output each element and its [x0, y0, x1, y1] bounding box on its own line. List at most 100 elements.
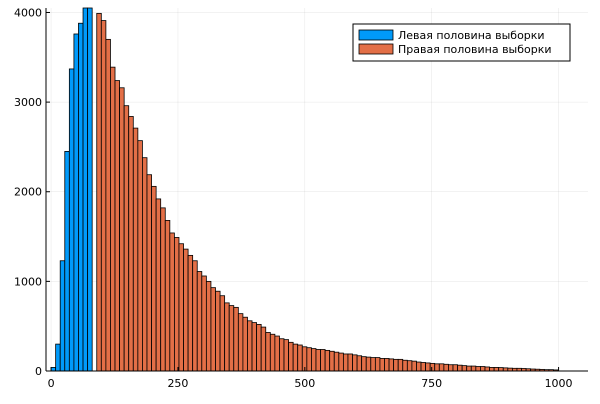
x-tick-label: 0 — [48, 377, 55, 390]
histogram-bar-series-2 — [215, 290, 221, 372]
histogram-bar-series-2 — [448, 364, 454, 372]
histogram-bar-series-2 — [452, 364, 458, 372]
histogram-bar-series-2 — [224, 302, 230, 372]
y-tick-label: 0 — [35, 365, 42, 378]
x-tick-label: 500 — [294, 377, 315, 390]
histogram-bar-series-2 — [484, 366, 490, 372]
histogram-bar-series-2 — [420, 362, 427, 372]
histogram-bar-series-2 — [480, 366, 486, 372]
histogram-bar-series-1 — [59, 260, 66, 372]
histogram-bar-series-2 — [320, 349, 326, 372]
histogram-bar-series-2 — [251, 322, 258, 372]
histogram-bar-series-2 — [388, 358, 395, 372]
y-tick-label: 4000 — [14, 6, 42, 19]
x-tick-label: 750 — [421, 377, 442, 390]
x-tick-label: 250 — [167, 377, 188, 390]
histogram-bar-series-1 — [78, 22, 84, 372]
histogram-bar-series-2 — [160, 207, 166, 372]
histogram-bar-series-2 — [329, 350, 335, 372]
histogram-bar-series-2 — [183, 248, 189, 372]
histogram-bar-series-2 — [311, 348, 317, 372]
histogram-bar-series-2 — [356, 355, 363, 372]
histogram-bar-series-2 — [374, 357, 381, 372]
histogram-bar-series-2 — [338, 352, 344, 372]
histogram-bar-series-2 — [315, 349, 321, 372]
histogram-bar-series-2 — [470, 365, 477, 372]
histogram-bar-series-2 — [274, 335, 280, 372]
histogram-bar-series-2 — [205, 280, 212, 372]
histogram-bar-series-2 — [379, 358, 385, 372]
y-tick-label: 2000 — [14, 186, 42, 199]
histogram-bar-series-2 — [347, 353, 353, 372]
histogram-bar-series-2 — [260, 326, 267, 372]
histogram-bar-series-2 — [283, 339, 289, 372]
histogram-bar-series-2 — [169, 232, 175, 372]
histogram-bar-series-2 — [151, 185, 157, 372]
histogram-bar-series-1 — [55, 343, 61, 372]
histogram-bar-series-2 — [416, 361, 422, 372]
histogram-bar-series-2 — [342, 353, 349, 372]
histogram-bar-series-2 — [466, 365, 472, 372]
histogram-bar-series-1 — [87, 7, 93, 372]
histogram-bar-series-2 — [187, 254, 194, 372]
legend-swatch — [358, 29, 394, 41]
histogram-bar-series-2 — [457, 364, 463, 372]
histogram-bar-series-2 — [137, 140, 143, 372]
histogram-bar-series-2 — [242, 316, 248, 372]
y-tick-label: 3000 — [14, 96, 42, 109]
histogram-bar-series-2 — [256, 323, 262, 372]
histogram-bar-series-2 — [425, 362, 431, 372]
histogram-bar-series-2 — [493, 367, 500, 372]
histogram-bar-series-2 — [292, 343, 299, 372]
histogram-bar-series-2 — [461, 365, 468, 372]
legend-label: Левая половина выборки — [398, 29, 545, 42]
histogram-bar-series-2 — [219, 295, 226, 372]
histogram-bar-series-2 — [119, 87, 125, 372]
histogram-bar-series-2 — [411, 360, 417, 372]
histogram-bar-series-2 — [406, 360, 413, 372]
histogram-bar-series-2 — [178, 243, 184, 372]
histogram-bar-series-2 — [192, 260, 198, 372]
histogram-bar-series-2 — [361, 356, 367, 372]
x-tick-label: 1000 — [545, 377, 573, 390]
histogram-bar-series-2 — [105, 38, 111, 372]
histogram-bar-series-2 — [110, 66, 116, 372]
histogram-bar-series-2 — [173, 237, 180, 372]
histogram-bar-series-2 — [384, 358, 390, 372]
histogram-bar-series-2 — [429, 362, 436, 372]
legend-swatch — [358, 43, 394, 55]
histogram-bar-series-2 — [365, 356, 372, 372]
histogram-bar-series-2 — [114, 80, 120, 372]
histogram-bar-series-1 — [82, 7, 89, 372]
histogram-bar-series-2 — [210, 287, 216, 372]
axes: 0 250 500 750 1000 0 1000 2000 3000 4000 — [14, 6, 588, 390]
histogram-bar-series-2 — [265, 332, 271, 372]
histogram-bar-series-2 — [123, 105, 130, 372]
histogram-bar-series-2 — [397, 358, 404, 372]
histogram-bar-series-1 — [73, 33, 79, 372]
histogram-bar-series-2 — [233, 306, 239, 372]
histogram-bar-series-2 — [438, 363, 445, 372]
histogram-bar-series-2 — [128, 116, 134, 372]
histogram-bar-series-2 — [498, 367, 504, 372]
legend-label: Правая половина выборки — [398, 43, 552, 56]
histogram-bar-series-2 — [402, 359, 408, 372]
histogram-bar-series-2 — [393, 358, 399, 372]
histogram-bar-series-2 — [434, 363, 440, 372]
histogram-bar-series-2 — [352, 354, 358, 372]
histogram-bar-series-2 — [443, 363, 449, 372]
histogram-bar-series-2 — [96, 12, 102, 372]
histogram-bar-series-2 — [475, 366, 481, 372]
histogram-bar-series-2 — [288, 341, 294, 372]
histogram-bar-series-2 — [297, 344, 303, 372]
histogram-bar-series-2 — [146, 174, 152, 372]
histogram-bar-series-2 — [370, 357, 376, 372]
histogram-bar-series-2 — [247, 320, 253, 372]
histogram-bar-series-2 — [100, 20, 107, 372]
histogram-bar-series-2 — [155, 198, 162, 372]
histogram-bar-series-2 — [306, 347, 312, 372]
bars — [50, 7, 559, 372]
histogram-bar-series-1 — [68, 68, 75, 372]
